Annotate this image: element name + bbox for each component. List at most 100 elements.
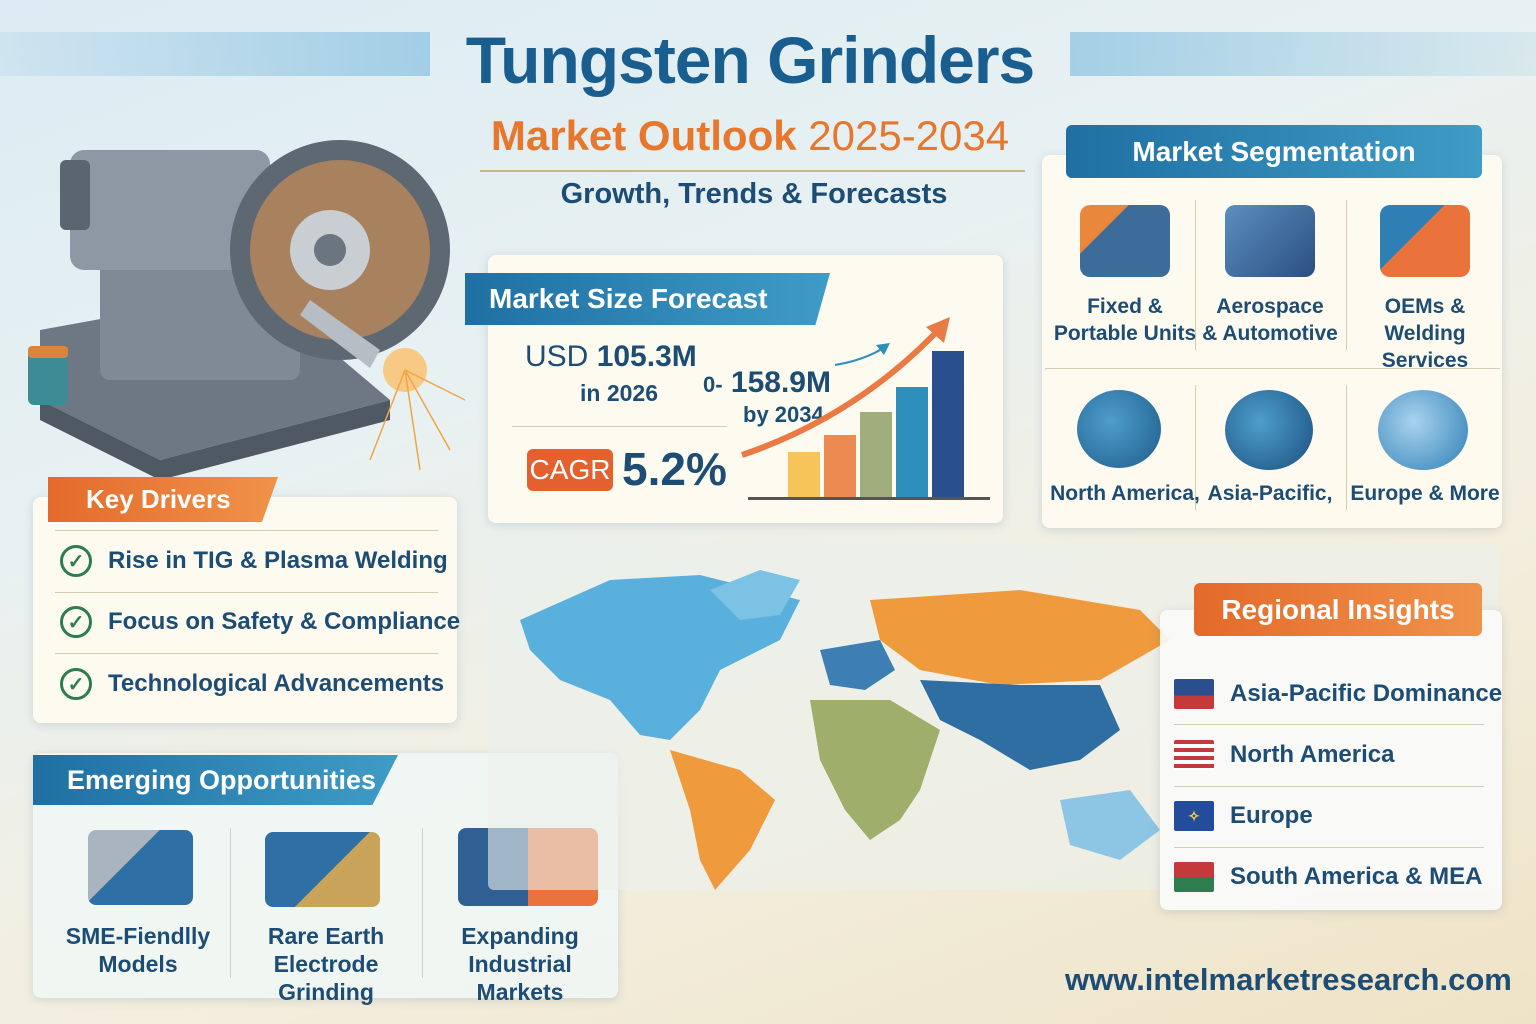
divider <box>55 530 438 531</box>
opportunity-label: Models <box>98 951 178 977</box>
opportunity-sme: SME-Fiendlly Models <box>48 922 228 978</box>
end-amount: 158.9M <box>730 366 831 399</box>
eu-flag-icon: ✧ <box>1174 801 1214 831</box>
segment-label: Portable Units <box>1053 322 1197 345</box>
asia-pacific-globe-icon <box>1225 390 1313 470</box>
segment-label: OEMs & <box>1384 295 1466 318</box>
aerospace-machine-icon <box>1225 205 1315 277</box>
welding-service-icon <box>1380 205 1470 277</box>
driver-label: Rise in TIG & Plasma Welding <box>108 547 448 574</box>
region-item: Asia-Pacific Dominance <box>1174 679 1502 709</box>
segment-label: Welding Services <box>1381 322 1469 372</box>
end-prefix: 0- <box>703 372 723 397</box>
start-value: USD 105.3M <box>525 340 697 374</box>
divider <box>1045 368 1500 369</box>
driver-label: Focus on Safety & Compliance <box>108 608 461 635</box>
start-currency: USD <box>525 340 589 373</box>
decorative-stripe-left <box>0 32 430 76</box>
growth-bar <box>932 351 964 497</box>
region-item: ✧ Europe <box>1174 801 1313 831</box>
driver-item: ✓ Technological Advancements <box>60 668 444 700</box>
divider <box>55 653 438 654</box>
opportunity-label: Expanding <box>461 923 579 949</box>
usa-flag-icon <box>1174 740 1214 770</box>
south-america-region <box>670 750 775 890</box>
europe-globe-icon <box>1378 390 1468 470</box>
growth-bar-graphic <box>748 350 990 500</box>
region-item: South America & MEA <box>1174 862 1482 892</box>
segment-label: North America, <box>1050 482 1200 505</box>
opportunities-heading: Emerging Opportunities <box>33 755 398 805</box>
growth-arrow-icon <box>741 317 950 458</box>
region-label: Asia-Pacific Dominance <box>1230 680 1503 707</box>
regional-panel <box>1160 610 1502 910</box>
segment-aerospace-automotive: Aerospace & Automotive <box>1195 205 1345 355</box>
segment-label: Europe & More <box>1350 482 1500 505</box>
segment-label: Aerospace <box>1216 295 1324 318</box>
sme-grinder-icon <box>88 830 193 905</box>
regional-heading: Regional Insights <box>1194 583 1482 636</box>
asia-pacific-flag-icon <box>1174 679 1214 709</box>
divider <box>1195 200 1196 350</box>
driver-label: Technological Advancements <box>108 670 445 697</box>
segment-fixed-portable: Fixed & Portable Units <box>1050 205 1200 355</box>
tungsten-grinder-illustration <box>28 140 466 480</box>
divider <box>1346 385 1347 510</box>
subtitle-text: Market Outlook <box>490 112 809 159</box>
opportunity-label: Electrode Grinding <box>273 951 379 1005</box>
website-url[interactable]: www.intelmarketresearch.com <box>1065 962 1512 997</box>
growth-bar <box>788 452 820 497</box>
cagr-value: 5.2% <box>622 443 727 495</box>
segment-label: & Automotive <box>1202 322 1338 345</box>
russia-region <box>870 590 1170 685</box>
divider <box>1174 786 1484 787</box>
driver-item: ✓ Focus on Safety & Compliance <box>60 606 460 638</box>
divider <box>1195 385 1196 510</box>
growth-bar <box>824 435 856 497</box>
divider <box>1174 847 1484 848</box>
segmentation-heading: Market Segmentation <box>1066 125 1482 178</box>
divider <box>1346 200 1347 350</box>
title-divider <box>480 170 1025 172</box>
opportunity-industrial: Expanding Industrial Markets <box>424 922 616 1006</box>
greenland-region <box>710 570 800 620</box>
divider <box>55 592 438 593</box>
region-label: South America & MEA <box>1230 863 1483 890</box>
page-subtitle: Market Outlook 2025-2034 <box>0 112 1500 160</box>
asia-region <box>920 680 1120 770</box>
check-circle-icon: ✓ <box>60 668 92 700</box>
opportunity-label: Rare Earth <box>267 923 385 949</box>
segment-label: Asia-Pacific, <box>1207 482 1333 505</box>
market-size-heading: Market Size Forecast <box>465 273 830 325</box>
growth-bar <box>860 412 892 497</box>
australia-region <box>1060 790 1160 860</box>
key-drivers-heading: Key Drivers <box>48 477 278 522</box>
region-item: North America <box>1174 740 1394 770</box>
opportunity-rare-earth: Rare Earth Electrode Grinding <box>232 922 420 1006</box>
region-label: North America <box>1230 741 1395 768</box>
world-map <box>520 570 1170 890</box>
driver-item: ✓ Rise in TIG & Plasma Welding <box>60 545 448 577</box>
subtitle-years: 2025-2034 <box>808 112 1010 159</box>
start-amount: 105.3M <box>596 340 697 373</box>
portable-grinder-icon <box>1080 205 1170 277</box>
tagline: Growth, Trends & Forecasts <box>560 178 948 210</box>
south-america-mea-flag-icon <box>1174 862 1214 892</box>
europe-region <box>820 640 895 690</box>
divider <box>230 828 231 978</box>
divider <box>1174 724 1484 725</box>
africa-region <box>810 700 940 840</box>
check-circle-icon: ✓ <box>60 545 92 577</box>
segment-label: Fixed & <box>1087 295 1163 318</box>
growth-bar <box>896 387 928 497</box>
start-year: in 2026 <box>580 380 658 406</box>
end-value: 0- 158.9M <box>703 366 831 400</box>
region-label: Europe <box>1230 802 1313 829</box>
rare-earth-electrode-icon <box>265 832 380 907</box>
divider <box>422 828 423 978</box>
north-america-region <box>520 575 800 740</box>
cagr-badge: CAGR <box>527 449 613 491</box>
opportunity-label: SME-Fiendlly <box>65 923 211 949</box>
key-drivers-panel <box>33 497 457 723</box>
segment-oems-welding: OEMs & Welding Services <box>1350 205 1500 372</box>
